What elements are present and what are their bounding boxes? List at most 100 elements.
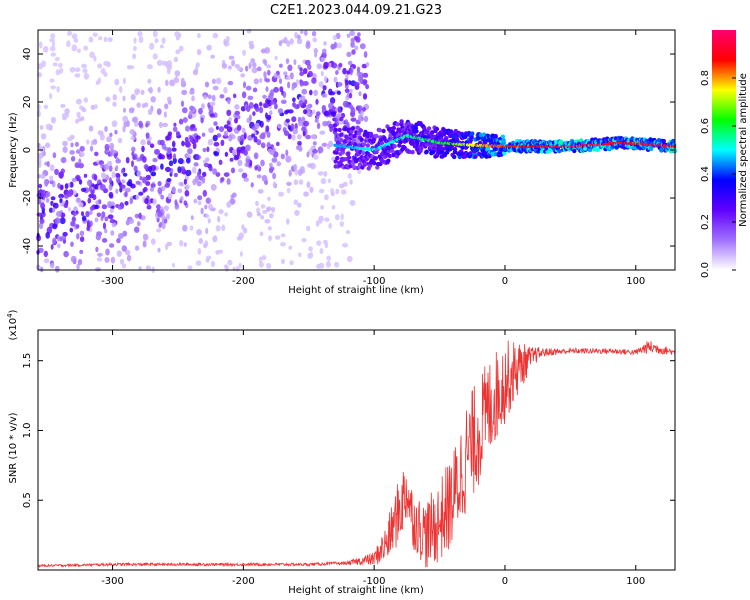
spectrogram-cell bbox=[330, 111, 336, 116]
spectrogram-cell bbox=[346, 255, 353, 263]
spectrogram-cell bbox=[309, 89, 313, 96]
spectrogram-cell bbox=[149, 42, 155, 50]
spectrogram-cell bbox=[181, 89, 188, 96]
spectrogram-cell bbox=[210, 54, 215, 59]
colorbar-tick-label: 0.6 bbox=[700, 118, 711, 134]
spectrogram-cell bbox=[44, 142, 51, 149]
spectrogram-cell bbox=[299, 67, 303, 72]
spectrogram-cell bbox=[144, 102, 149, 108]
spectrogram-cell bbox=[215, 172, 221, 177]
spectrogram-cell bbox=[320, 70, 324, 77]
spectrogram-cell bbox=[59, 236, 63, 242]
spectrogram-cell bbox=[115, 165, 119, 171]
spectrogram-cell bbox=[160, 163, 164, 170]
spectrogram-cell bbox=[269, 213, 274, 219]
spectrogram-cell bbox=[79, 249, 84, 254]
spectrogram-cell bbox=[76, 233, 80, 240]
spectrogram-cell bbox=[351, 138, 356, 143]
spectrogram-cell bbox=[289, 38, 294, 45]
spectrogram-cell bbox=[164, 103, 169, 110]
spectrogram-cell bbox=[473, 154, 478, 159]
spectrogram-cell bbox=[171, 147, 177, 152]
y-tick-label: 1.5 bbox=[22, 353, 33, 369]
spectrogram-cell bbox=[56, 211, 62, 217]
spectrogram-cell bbox=[133, 45, 137, 52]
spectrogram-cell bbox=[93, 174, 98, 181]
spectrogram-cell bbox=[157, 210, 163, 218]
spectrogram-cell bbox=[292, 97, 296, 102]
chart-title: C2E1.2023.044.09.21.G23 bbox=[270, 3, 442, 18]
spectrogram-cell bbox=[130, 93, 136, 101]
spectrogram-cell bbox=[287, 109, 294, 114]
spectrogram-cell bbox=[347, 60, 353, 66]
spectrogram-cell bbox=[196, 180, 202, 187]
spectrogram-cell bbox=[245, 144, 251, 152]
spectrogram-cell bbox=[397, 143, 402, 148]
spectrogram-cell bbox=[185, 142, 191, 148]
spectrogram-cell bbox=[323, 75, 328, 83]
spectrogram-cell bbox=[195, 62, 200, 68]
spectrogram-cell bbox=[493, 134, 498, 139]
spectrogram-cell bbox=[340, 112, 346, 119]
spectrogram-cell bbox=[263, 71, 267, 79]
spectrogram-cell bbox=[88, 125, 94, 132]
spectrogram-cell bbox=[67, 30, 73, 36]
spectrogram-cell bbox=[316, 240, 322, 246]
spectrogram-cell bbox=[51, 118, 56, 124]
spectrogram-cell bbox=[285, 149, 289, 157]
x-tick-label: 0 bbox=[502, 276, 508, 287]
spectrogram-cell bbox=[391, 125, 396, 131]
snr-y-axis-label: SNR (10 * v/v) bbox=[8, 412, 19, 483]
spectrogram-cell bbox=[358, 91, 362, 97]
spectrogram-cell bbox=[115, 172, 121, 178]
spectrogram-cell bbox=[311, 31, 317, 37]
spectrogram-cell bbox=[159, 139, 165, 146]
spectrogram-cell bbox=[218, 126, 225, 132]
spectrogram-cell bbox=[204, 81, 210, 88]
spectrogram-cell bbox=[425, 129, 430, 135]
spectrogram-cell bbox=[102, 222, 107, 230]
spectrogram-cell bbox=[218, 209, 224, 215]
spectrogram-cell bbox=[122, 95, 126, 102]
spectrogram-cell bbox=[166, 96, 172, 102]
spectrogram-cell bbox=[69, 150, 75, 155]
spectrogram-cell bbox=[280, 99, 287, 105]
spectrogram-cell bbox=[335, 70, 339, 75]
spectrogram-cell bbox=[150, 171, 157, 177]
spectrogram-cell bbox=[203, 95, 207, 100]
spectrogram-cell bbox=[208, 203, 213, 211]
spectrogram-cell bbox=[291, 85, 295, 91]
spectrogram-cell bbox=[96, 212, 102, 218]
spectrogram-cell bbox=[71, 177, 77, 183]
spectrogram-cell bbox=[337, 106, 341, 113]
spectrogram-cell bbox=[322, 48, 327, 54]
spectrogram-cell bbox=[62, 146, 68, 154]
spectrogram-cell bbox=[145, 265, 151, 271]
spectrogram-cell bbox=[332, 105, 336, 112]
spectrogram-cell bbox=[238, 262, 242, 268]
spectrogram-cell bbox=[233, 93, 237, 99]
spectrogram-cell bbox=[52, 152, 57, 159]
spectrogram-cell bbox=[293, 179, 299, 186]
spectrogram-cell bbox=[228, 55, 235, 60]
spectrogram-cell bbox=[147, 78, 152, 84]
spectrogram-cell bbox=[64, 108, 70, 115]
spectrogram-cell bbox=[294, 32, 298, 39]
spectrogram-cell bbox=[358, 128, 363, 133]
spectrogram-cell bbox=[181, 140, 185, 147]
spectrogram-cell bbox=[173, 56, 179, 63]
spectrogram-cell bbox=[221, 224, 226, 232]
spectrogram-cell bbox=[193, 138, 199, 143]
spectrogram-cell bbox=[49, 207, 53, 213]
spectrogram-cell bbox=[357, 32, 361, 37]
spectrogram-cell bbox=[377, 128, 382, 133]
spectrogram-cell bbox=[104, 257, 110, 263]
spectrogram-cell bbox=[87, 197, 92, 204]
spectrogram-cell bbox=[207, 139, 213, 146]
spectrogram-cell bbox=[182, 117, 188, 123]
spectrogram-cell bbox=[253, 152, 259, 160]
spectrogram-cell bbox=[49, 180, 54, 185]
spectrogram-cell bbox=[192, 166, 197, 174]
spectrogram-cell bbox=[158, 121, 163, 128]
